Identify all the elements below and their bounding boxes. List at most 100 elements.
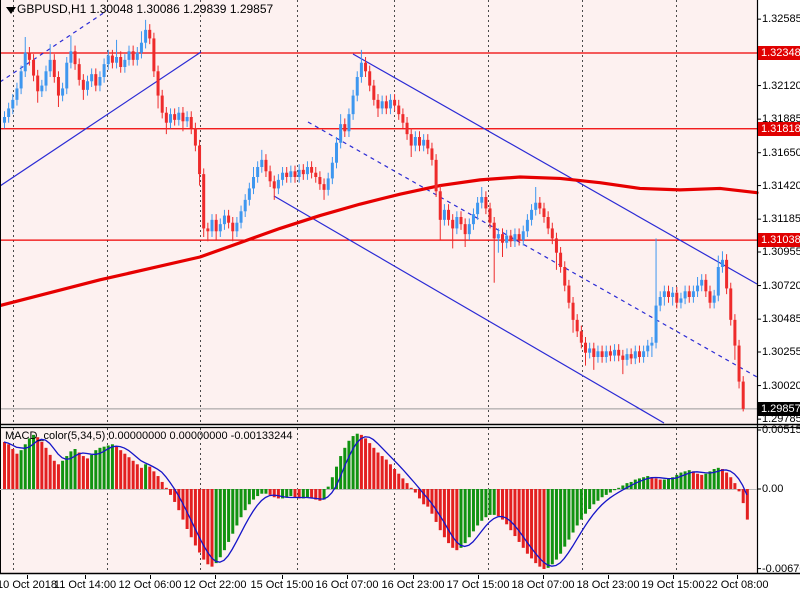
candle-bull	[98, 77, 102, 86]
candle-bull	[650, 342, 654, 346]
macd-bar-up	[330, 477, 334, 489]
candle-bull	[218, 224, 222, 232]
candle-bear	[372, 85, 376, 100]
candle-bear	[364, 62, 368, 72]
candle-bull	[613, 349, 617, 356]
macd-bar-up	[102, 446, 106, 489]
macd-bar-down	[268, 489, 272, 495]
candle-bull	[525, 219, 529, 232]
macd-bar-down	[372, 447, 376, 489]
macd-bar-up	[633, 479, 637, 489]
macd-bar-down	[189, 489, 193, 538]
macd-bar-up	[281, 489, 285, 499]
candle-bear	[156, 71, 160, 96]
macd-bar-up	[231, 489, 235, 534]
macd-bar-up	[708, 471, 712, 489]
candle-bear	[546, 217, 550, 229]
macd-bar-down	[173, 489, 177, 502]
macd-bar-down	[430, 489, 434, 514]
candle-bear	[32, 59, 36, 76]
candle-bull	[359, 62, 363, 77]
candle-bear	[214, 219, 218, 232]
candle-bull	[44, 71, 48, 86]
candle-bull	[496, 234, 500, 239]
candle-bear	[418, 137, 421, 146]
candle-bear	[227, 215, 231, 223]
price-tick-label: 1.31185	[762, 213, 800, 226]
macd-bar-up	[90, 454, 94, 489]
candle-bull	[235, 222, 239, 232]
macd-bar-down	[272, 489, 276, 498]
candle-bear	[592, 348, 596, 357]
macd-bar-down	[384, 459, 388, 489]
macd-bar-down	[44, 447, 48, 489]
candle-bear	[741, 381, 745, 409]
macd-bar-down	[405, 483, 409, 489]
candle-bull	[521, 231, 525, 240]
macd-bar-up	[27, 438, 31, 489]
macd-bar-down	[115, 446, 119, 489]
trendline-solid	[273, 195, 665, 424]
candle-bull	[380, 101, 384, 109]
candle-bear	[36, 75, 40, 92]
macd-bar-down	[434, 489, 438, 522]
time-axis-label: 11 Oct 14:00	[53, 579, 117, 591]
candle-bear	[488, 208, 492, 223]
macd-bar-down	[442, 489, 446, 538]
candle-bull	[442, 209, 446, 220]
candle-bull	[169, 114, 172, 123]
candle-bull	[297, 169, 301, 177]
macd-bar-up	[301, 489, 305, 499]
macd-bar-down	[654, 478, 658, 489]
candle-bear	[119, 57, 123, 67]
candle-bull	[588, 348, 592, 353]
price-tick-label: 1.30020	[762, 379, 800, 392]
macd-bar-down	[77, 452, 81, 489]
candle-bear	[152, 38, 156, 72]
macd-bar-down	[11, 449, 15, 489]
candle-bull	[281, 172, 285, 180]
macd-bar-up	[584, 489, 587, 514]
candle-bull	[658, 297, 662, 306]
candle-bull	[90, 74, 94, 82]
macd-bar-down	[7, 444, 11, 489]
candle-bull	[455, 217, 459, 229]
candle-bear	[73, 51, 77, 65]
candle-bull	[247, 188, 251, 200]
candle-bear	[725, 259, 729, 289]
macd-bar-up	[679, 472, 683, 489]
macd-bar-down	[413, 489, 417, 493]
macd-bar-down	[310, 489, 314, 499]
macd-bar-up	[73, 449, 77, 489]
macd-bar-down	[496, 489, 500, 517]
macd-bar-down	[127, 457, 131, 489]
macd-bar-up	[65, 456, 69, 489]
candle-bear	[729, 288, 733, 320]
macd-bar-down	[422, 489, 426, 505]
candle-bear	[164, 112, 168, 123]
macd-bar-up	[239, 489, 243, 518]
candle-bear	[94, 74, 98, 86]
candle-bear	[517, 234, 521, 240]
candle-bull	[683, 291, 687, 299]
macd-bar-down	[36, 437, 40, 489]
candle-bear	[409, 134, 413, 146]
candle-bull	[260, 159, 264, 167]
candle-bull	[642, 351, 646, 357]
candle-bull	[471, 214, 475, 225]
macd-bar-up	[675, 474, 679, 489]
macd-bar-down	[525, 489, 529, 554]
candle-bear	[310, 167, 314, 173]
candle-bull	[716, 267, 720, 296]
candle-bull	[654, 305, 658, 343]
candle-bear	[563, 267, 567, 286]
candle-bear	[492, 222, 496, 239]
macd-bar-up	[567, 489, 571, 540]
macd-bar-up	[712, 469, 716, 489]
macd-bar-up	[488, 489, 492, 515]
candle-bear	[343, 124, 347, 132]
candle-bear	[617, 349, 621, 356]
macd-bar-down	[198, 489, 202, 553]
